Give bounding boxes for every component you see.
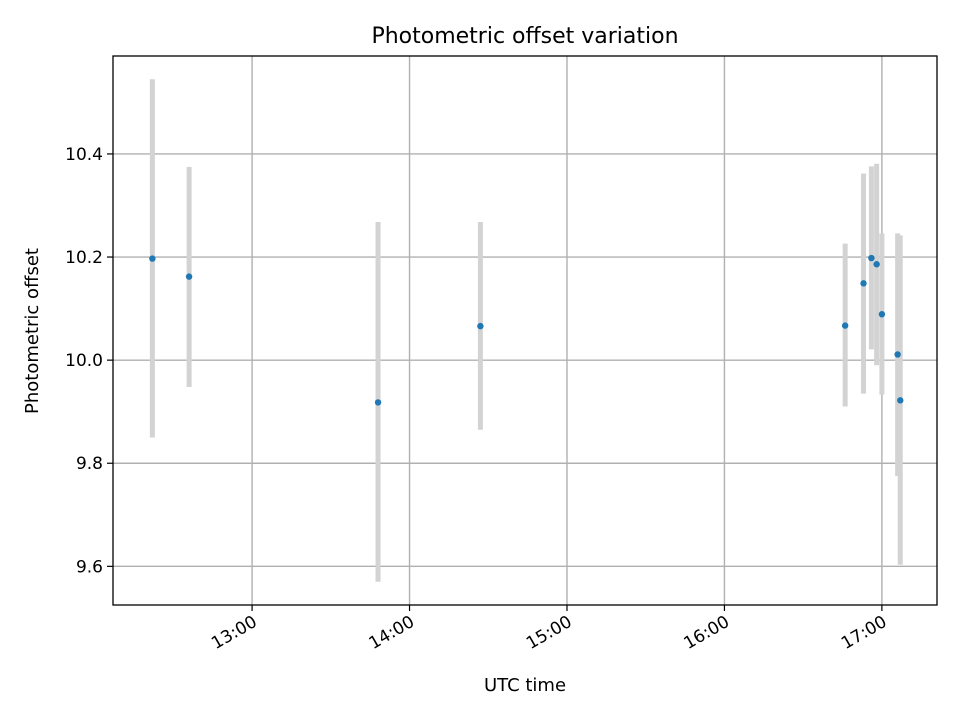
data-point: [477, 322, 484, 330]
data-point: [878, 311, 886, 318]
plot-area-frame: [112, 55, 938, 606]
data-point: [868, 254, 875, 262]
data-point: [873, 261, 880, 268]
data-point: [894, 351, 901, 358]
y-tick-label: 9.8: [76, 454, 103, 474]
x-tick-label: 14:00: [366, 612, 418, 654]
y-tick-label: 10.4: [65, 145, 103, 165]
data-point: [841, 322, 849, 329]
y-axis-ticks: 9.6 9.8 10.0 10.2 10.4: [65, 145, 113, 577]
data-point: [860, 280, 867, 287]
x-tick-label: 15:00: [523, 612, 575, 654]
data-points: [149, 254, 904, 406]
grid-lines: [113, 56, 937, 605]
x-tick-label: 13:00: [208, 612, 260, 654]
chart-title: Photometric offset variation: [371, 24, 678, 49]
x-axis-label: UTC time: [484, 675, 566, 696]
y-axis-label: Photometric offset: [22, 248, 43, 414]
x-tick-label: 16:00: [681, 612, 733, 654]
data-point: [149, 255, 156, 262]
y-tick-label: 10.0: [65, 351, 103, 371]
data-point: [185, 273, 193, 280]
data-point: [374, 399, 382, 406]
y-tick-label: 10.2: [65, 248, 103, 268]
x-axis-ticks: 13:00 14:00 15:00 16:00 17:00: [208, 605, 890, 654]
x-tick-label: 17:00: [838, 612, 890, 654]
data-point: [897, 397, 904, 404]
y-tick-label: 9.6: [76, 557, 103, 577]
